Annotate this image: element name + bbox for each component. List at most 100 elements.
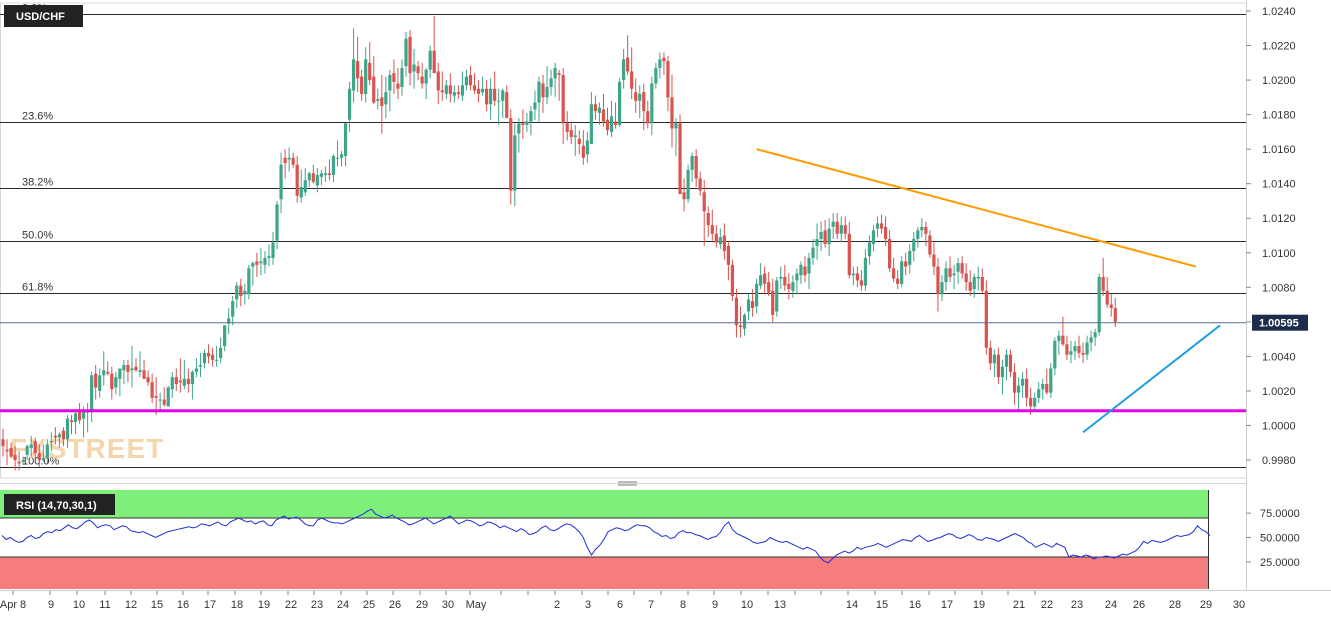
price-tick-label: 1.0240: [1262, 6, 1296, 18]
candle-body: [690, 156, 694, 170]
candle-body: [412, 64, 416, 72]
candle-body: [275, 204, 279, 241]
candle-body: [376, 99, 380, 101]
candle-body: [888, 238, 892, 269]
time-label: 10: [741, 599, 753, 611]
candle-body: [126, 365, 130, 372]
candle-body: [936, 266, 940, 295]
candle-body: [533, 102, 537, 110]
candle-body: [347, 88, 352, 120]
candle-body: [609, 116, 614, 132]
candle-body: [263, 257, 267, 265]
candle-body: [49, 441, 53, 443]
candle-body: [1020, 378, 1025, 386]
time-label: 25: [363, 599, 375, 611]
candle-body: [807, 257, 811, 274]
candle-body: [1049, 368, 1053, 393]
candle-body: [843, 225, 847, 234]
candle-body: [626, 57, 630, 72]
candle-body: [69, 420, 74, 423]
candle-body: [319, 173, 323, 177]
candle-body: [1073, 346, 1077, 352]
candle-body: [879, 223, 884, 229]
candle-body: [835, 221, 839, 234]
candle-body: [678, 123, 682, 195]
price-tick-label: 1.0220: [1262, 41, 1296, 53]
candle-body: [182, 378, 186, 386]
candle-body: [783, 276, 787, 286]
time-label: 10: [73, 599, 85, 611]
candle-body: [964, 273, 968, 283]
candle-body: [17, 461, 21, 464]
time-label: 8: [680, 599, 686, 611]
candle-body: [896, 278, 900, 284]
candlesticks: [1, 16, 1117, 471]
time-label: 26: [1133, 599, 1145, 611]
candle-body: [714, 233, 718, 243]
candle-body: [448, 85, 452, 94]
price-tick-label: 1.0020: [1262, 386, 1296, 398]
candle-body: [489, 88, 493, 105]
candle-body: [581, 145, 585, 158]
candle-body: [871, 230, 876, 245]
candle-body: [343, 123, 348, 157]
price-axis-bg: [1246, 0, 1331, 615]
candle-body: [271, 242, 275, 258]
time-label: 15: [876, 599, 888, 611]
candle-body: [57, 434, 62, 438]
price-axis: 1.0240 1.0220 1.0200 1.0180 1.0160 1.0140 1.01…: [1246, 0, 1331, 615]
candle-body: [682, 192, 686, 200]
candle-body: [110, 373, 114, 390]
time-label: 26: [389, 599, 401, 611]
candle-body: [243, 290, 247, 295]
candle-body: [327, 173, 332, 176]
candle-body: [734, 297, 739, 326]
candle-body: [944, 268, 948, 283]
candle-body: [569, 130, 573, 138]
candle-body: [1045, 384, 1049, 393]
candle-body: [106, 371, 110, 374]
current-price-tag: [1252, 314, 1308, 331]
candle-body: [630, 71, 634, 89]
candle-body: [956, 263, 960, 272]
candle-body: [940, 282, 944, 295]
candle-body: [622, 59, 626, 81]
candle-body: [400, 67, 404, 87]
candle-body: [303, 180, 307, 193]
candle-body: [174, 377, 178, 385]
candle-body: [654, 67, 658, 84]
candle-body: [501, 90, 505, 101]
fib-label: 100.0%: [22, 456, 60, 468]
price-tick-label: 1.0180: [1262, 110, 1296, 122]
candle-body: [335, 157, 340, 159]
candle-body: [1016, 385, 1021, 393]
candle-body: [102, 370, 106, 376]
candle-body: [1077, 346, 1081, 353]
candle-body: [460, 85, 465, 96]
candle-body: [33, 441, 37, 454]
candle-body: [585, 140, 589, 155]
candle-body: [875, 223, 880, 229]
candle-body: [364, 59, 368, 94]
candle-body: [41, 458, 45, 460]
time-label: 15: [151, 599, 163, 611]
symbol-badge: [4, 5, 83, 27]
candle-body: [996, 354, 1001, 378]
fib-label: 61.8%: [22, 282, 53, 294]
candle-body: [436, 71, 440, 91]
chart-chrome: USD/CHF: [0, 5, 1246, 486]
candle-body: [984, 290, 988, 348]
time-label: 30: [1233, 599, 1245, 611]
candle-body: [670, 97, 674, 129]
candle-body: [464, 76, 469, 86]
candle-body: [493, 88, 497, 101]
candle-body: [251, 263, 255, 267]
candle-body: [1029, 397, 1033, 407]
candle-body: [662, 57, 666, 62]
candle-body: [726, 245, 730, 265]
candle-body: [1041, 384, 1045, 390]
candle-body: [795, 273, 799, 281]
candle-body: [863, 257, 868, 286]
rsi-tick-label: 50.0000: [1260, 533, 1300, 545]
candle-body: [1000, 366, 1005, 378]
